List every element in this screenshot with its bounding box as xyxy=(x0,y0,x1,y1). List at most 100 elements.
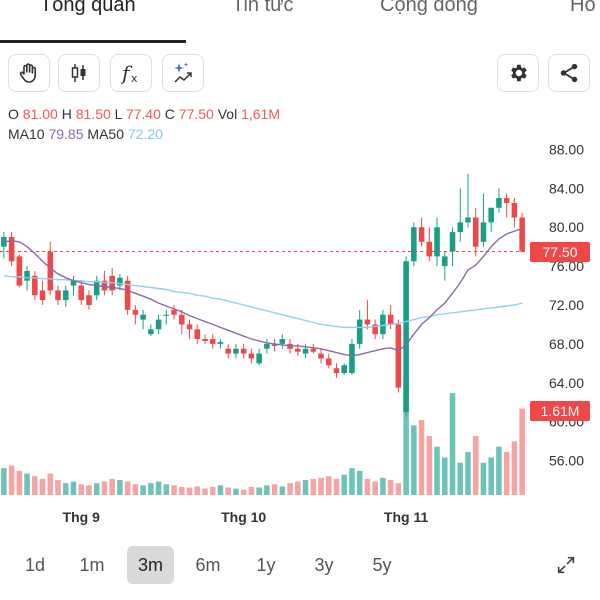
candle-body xyxy=(325,358,332,366)
share-icon xyxy=(560,63,578,83)
volume-bar xyxy=(271,484,278,495)
volume-bar xyxy=(387,479,394,495)
range-1y[interactable]: 1y xyxy=(256,554,276,575)
candle-body xyxy=(62,290,69,301)
candle-body xyxy=(372,324,378,335)
candle-body xyxy=(178,314,185,325)
volume-bar xyxy=(62,483,69,495)
candle-body xyxy=(256,353,262,364)
volume-bar xyxy=(519,408,525,495)
share-button[interactable] xyxy=(548,54,590,92)
candle-body xyxy=(16,256,23,286)
candle-body xyxy=(124,280,131,310)
volume-bar xyxy=(364,478,371,495)
ma10-line xyxy=(3,228,523,357)
candle-body xyxy=(418,227,425,242)
ai-analysis-button[interactable] xyxy=(162,54,204,92)
candle-body xyxy=(1,236,7,247)
volume-bar xyxy=(333,478,340,495)
volume-bar xyxy=(32,476,38,495)
volume-bar xyxy=(426,436,433,495)
close-value: 77.50 xyxy=(178,106,214,122)
candle-body xyxy=(202,339,208,341)
volume-bar xyxy=(155,481,162,495)
high-label: H xyxy=(61,106,72,122)
volume-bar xyxy=(217,485,224,495)
candle-body xyxy=(403,261,409,412)
candle-body xyxy=(310,348,317,352)
range-3m[interactable]: 3m xyxy=(127,546,174,584)
volume-bar xyxy=(55,479,61,495)
candle-body xyxy=(511,202,518,218)
volume-bar xyxy=(496,446,502,495)
candle-body xyxy=(186,324,193,330)
price-chart[interactable]: 88.0084.0080.0076.0072.0068.0064.0060.00… xyxy=(0,110,600,530)
candle-body xyxy=(480,222,487,242)
settings-button[interactable] xyxy=(497,54,539,92)
y-tick-label: 72.00 xyxy=(549,297,584,313)
volume-bar xyxy=(202,488,208,495)
hand-icon xyxy=(19,63,36,83)
tab-news[interactable]: Tin tức xyxy=(232,0,294,16)
volume-bar xyxy=(395,483,402,495)
volume-bar xyxy=(178,486,185,495)
volume-bar xyxy=(124,481,131,495)
candle-body xyxy=(39,290,46,301)
volume-bar xyxy=(295,481,301,495)
volume-bar xyxy=(511,441,518,495)
candle-body xyxy=(70,280,77,286)
y-tick-label: 84.00 xyxy=(549,180,584,196)
volume-bar xyxy=(411,425,417,495)
volume-bar xyxy=(403,377,409,495)
volume-bar xyxy=(16,470,23,495)
x-tick-label: Thg 10 xyxy=(221,509,266,525)
candle-body xyxy=(155,319,162,330)
candle-body xyxy=(395,324,402,388)
volume-bar xyxy=(93,483,100,495)
svg-text:x: x xyxy=(131,72,138,85)
volume-bar xyxy=(418,419,425,495)
candle-body xyxy=(132,309,139,315)
volume-bar xyxy=(186,487,193,495)
candle-body xyxy=(163,314,170,316)
fullscreen-button[interactable] xyxy=(548,546,584,584)
candlestick-type-button[interactable] xyxy=(58,54,100,92)
volume-bar xyxy=(171,485,177,495)
candle-body xyxy=(225,348,231,354)
candle-body xyxy=(240,348,247,354)
indicator-button[interactable]: f x xyxy=(110,54,152,92)
low-label: L xyxy=(114,106,122,122)
volume-bar xyxy=(248,486,255,495)
expand-icon xyxy=(557,556,575,574)
tab-more[interactable]: Hồ xyxy=(570,0,596,16)
candle-body xyxy=(209,339,216,344)
hand-tool-button[interactable] xyxy=(8,54,50,92)
candle-body xyxy=(302,348,309,354)
tab-community[interactable]: Cộng đồng xyxy=(380,0,478,16)
tab-overview[interactable]: Tổng quan xyxy=(40,0,136,16)
candle-body xyxy=(465,217,471,223)
range-5y[interactable]: 5y xyxy=(372,554,392,575)
candle-body xyxy=(93,280,100,296)
open-label: O xyxy=(8,106,19,122)
volume-bar xyxy=(225,487,231,495)
range-1d[interactable]: 1d xyxy=(24,554,46,575)
candle-body xyxy=(117,277,123,286)
candle-body xyxy=(488,207,494,223)
volume-bar xyxy=(356,470,363,495)
volume-bar xyxy=(457,462,464,495)
volume-bar xyxy=(380,477,386,495)
volume-value: 1,61M xyxy=(241,106,281,122)
candle-body xyxy=(380,314,386,335)
ma50-label: MA50 xyxy=(87,126,124,142)
x-tick-label: Thg 9 xyxy=(63,509,101,525)
range-3y[interactable]: 3y xyxy=(314,554,334,575)
range-1m[interactable]: 1m xyxy=(79,554,105,575)
y-tick-label: 64.00 xyxy=(549,375,584,391)
volume-bar xyxy=(349,468,355,495)
volume-label: Vol xyxy=(217,106,238,122)
volume-bar xyxy=(302,479,309,495)
range-6m[interactable]: 6m xyxy=(195,554,221,575)
candle-body xyxy=(333,368,340,374)
volume-bar xyxy=(503,452,510,495)
